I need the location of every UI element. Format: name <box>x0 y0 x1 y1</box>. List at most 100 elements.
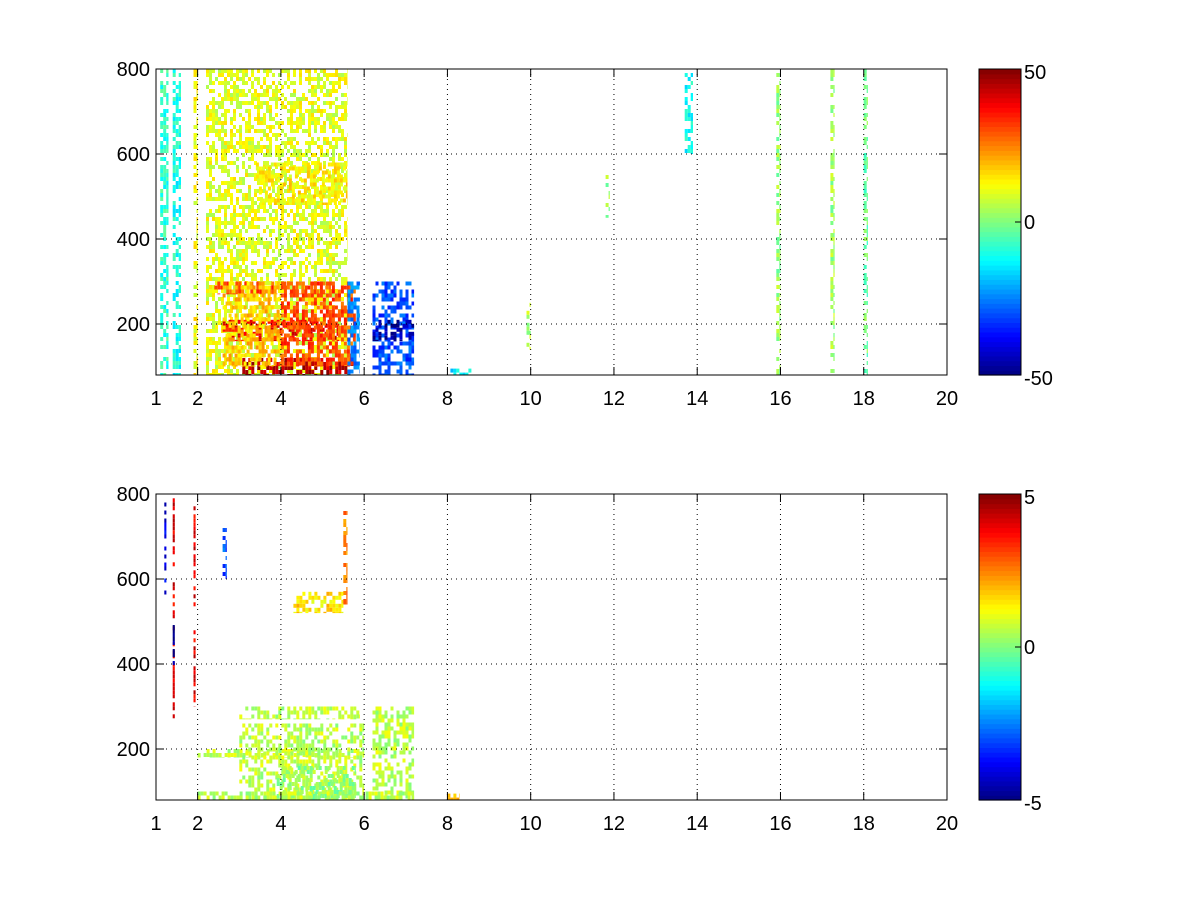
heatmap-cell <box>222 528 226 532</box>
heatmap-cell <box>263 121 266 125</box>
heatmap-cell <box>245 370 249 374</box>
heatmap-cell <box>341 718 345 720</box>
heatmap-cell <box>254 245 257 249</box>
heatmap-cell <box>298 321 302 326</box>
heatmap-cell <box>166 189 169 193</box>
heatmap-cell <box>217 285 221 290</box>
heatmap-cell <box>323 153 326 157</box>
heatmap-cell <box>347 714 351 719</box>
heatmap-cell <box>399 305 403 310</box>
heatmap-cell <box>206 229 209 233</box>
heatmap-cell <box>314 121 317 125</box>
heatmap-cell <box>212 233 215 237</box>
heatmap-cell <box>322 333 326 338</box>
heatmap-cell <box>405 341 409 346</box>
heatmap-cell <box>254 173 257 177</box>
heatmap-cell <box>390 331 394 336</box>
heatmap-cell <box>830 209 834 213</box>
heatmap-cell <box>690 73 693 77</box>
heatmap-cell <box>293 149 296 153</box>
heatmap-cell <box>359 767 363 772</box>
heatmap-cell <box>175 85 179 89</box>
heatmap-cell <box>690 141 693 145</box>
heatmap-cell <box>257 714 261 719</box>
heatmap-cell <box>314 345 317 349</box>
heatmap-cell <box>356 321 360 326</box>
heatmap-cell <box>319 341 323 346</box>
heatmap-cell <box>206 113 209 117</box>
heatmap-cell <box>329 370 333 374</box>
heatmap-cell <box>308 221 311 225</box>
heatmap-cell <box>166 313 169 317</box>
heatmap-cell <box>359 341 360 346</box>
heatmap-cell <box>279 317 281 322</box>
heatmap-cell <box>319 361 323 366</box>
heatmap-cell <box>779 365 781 369</box>
heatmap-cell <box>287 77 290 81</box>
heatmap-cell <box>350 345 354 350</box>
heatmap-cell <box>335 109 338 113</box>
heatmap-cell <box>343 531 347 535</box>
heatmap-cell <box>249 345 253 350</box>
heatmap-cell <box>346 603 348 605</box>
heatmap-cell <box>323 293 326 297</box>
heatmap-cell <box>172 614 175 619</box>
heatmap-cell <box>390 335 394 340</box>
heatmap-cell <box>402 317 406 322</box>
heatmap-cell <box>316 305 320 310</box>
heatmap-cell <box>197 757 201 758</box>
heatmap-cell <box>275 751 279 756</box>
heatmap-cell <box>328 321 332 326</box>
heatmap-cell <box>227 369 230 373</box>
heatmap-cell <box>289 357 293 362</box>
heatmap-cell <box>340 361 344 366</box>
heatmap-cell <box>833 321 835 325</box>
heatmap-cell <box>233 757 237 758</box>
heatmap-cell <box>402 313 406 318</box>
heatmap-cell <box>206 357 209 361</box>
heatmap-cell <box>320 603 324 608</box>
heatmap-cell <box>359 361 360 366</box>
heatmap-cell <box>372 293 376 298</box>
heatmap-cell <box>160 121 164 125</box>
heatmap-cell <box>347 217 348 221</box>
heatmap-cell <box>330 182 334 187</box>
heatmap-cell <box>196 189 198 193</box>
heatmap-cell <box>288 174 292 179</box>
heatmap-cell <box>212 329 215 333</box>
heatmap-cell <box>260 121 263 125</box>
heatmap-cell <box>175 157 179 161</box>
heatmap-cell <box>310 301 314 306</box>
heatmap-cell <box>311 89 314 93</box>
heatmap-cell <box>239 93 242 97</box>
heatmap-cell <box>340 337 344 342</box>
heatmap-cell <box>278 753 282 757</box>
heatmap-cell <box>296 718 300 720</box>
heatmap-cell <box>164 518 167 523</box>
heatmap-cell <box>387 369 391 374</box>
heatmap-cell <box>605 175 609 179</box>
heatmap-cell <box>381 289 385 294</box>
heatmap-cell <box>312 198 316 203</box>
heatmap-cell <box>234 301 238 306</box>
y-tick-label: 400 <box>117 229 150 251</box>
heatmap-cell <box>833 125 835 129</box>
heatmap-cell <box>206 329 209 333</box>
heatmap-cell <box>311 237 314 241</box>
heatmap-cell <box>160 97 164 101</box>
heatmap-cell <box>266 241 269 245</box>
heatmap-cell <box>332 755 336 760</box>
heatmap-cell <box>240 353 244 358</box>
heatmap-cell <box>196 221 198 225</box>
top-colorbar-gradient <box>979 69 1021 376</box>
heatmap-cell <box>263 69 266 73</box>
heatmap-cell <box>225 357 229 362</box>
heatmap-cell <box>222 365 226 367</box>
heatmap-cell <box>345 190 348 195</box>
heatmap-cell <box>256 281 260 286</box>
heatmap-cell <box>206 269 209 273</box>
heatmap-cell <box>251 245 254 249</box>
heatmap-cell <box>332 149 335 153</box>
heatmap-cell <box>293 69 296 73</box>
heatmap-cell <box>278 265 281 269</box>
